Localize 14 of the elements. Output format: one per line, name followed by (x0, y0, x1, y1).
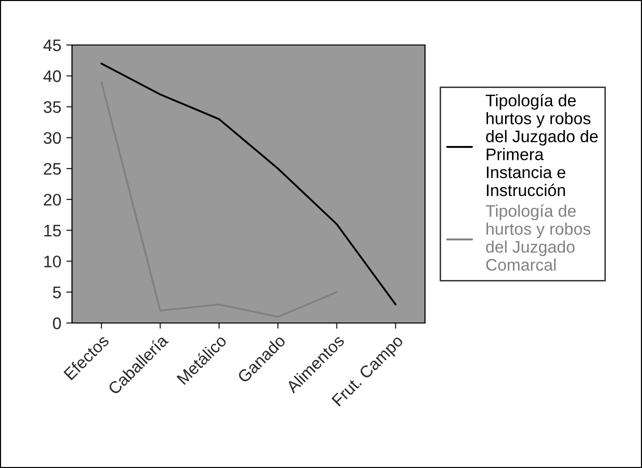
y-tick-label: 0 (52, 317, 61, 330)
legend-label: Tipología de hurtos y robos del Juzgado de Primera Instancia e Instrucción (486, 94, 598, 196)
y-tick-label: 40 (43, 70, 61, 82)
y-tick-label: 15 (44, 224, 61, 237)
y-tick-label: 45 (43, 40, 61, 52)
y-tick-label: 5 (52, 286, 61, 298)
legend-label: Tipología de hurtos y robos del Juzgado Comarcal (486, 204, 590, 271)
y-tick-label: 30 (44, 132, 61, 144)
line-series (100, 62, 396, 306)
line-series (100, 81, 338, 318)
y-tick-label: 10 (44, 256, 61, 268)
y-tick-label: 20 (44, 194, 61, 206)
y-tick-label: 25 (44, 162, 61, 175)
y-tick-label: 35 (44, 101, 61, 113)
